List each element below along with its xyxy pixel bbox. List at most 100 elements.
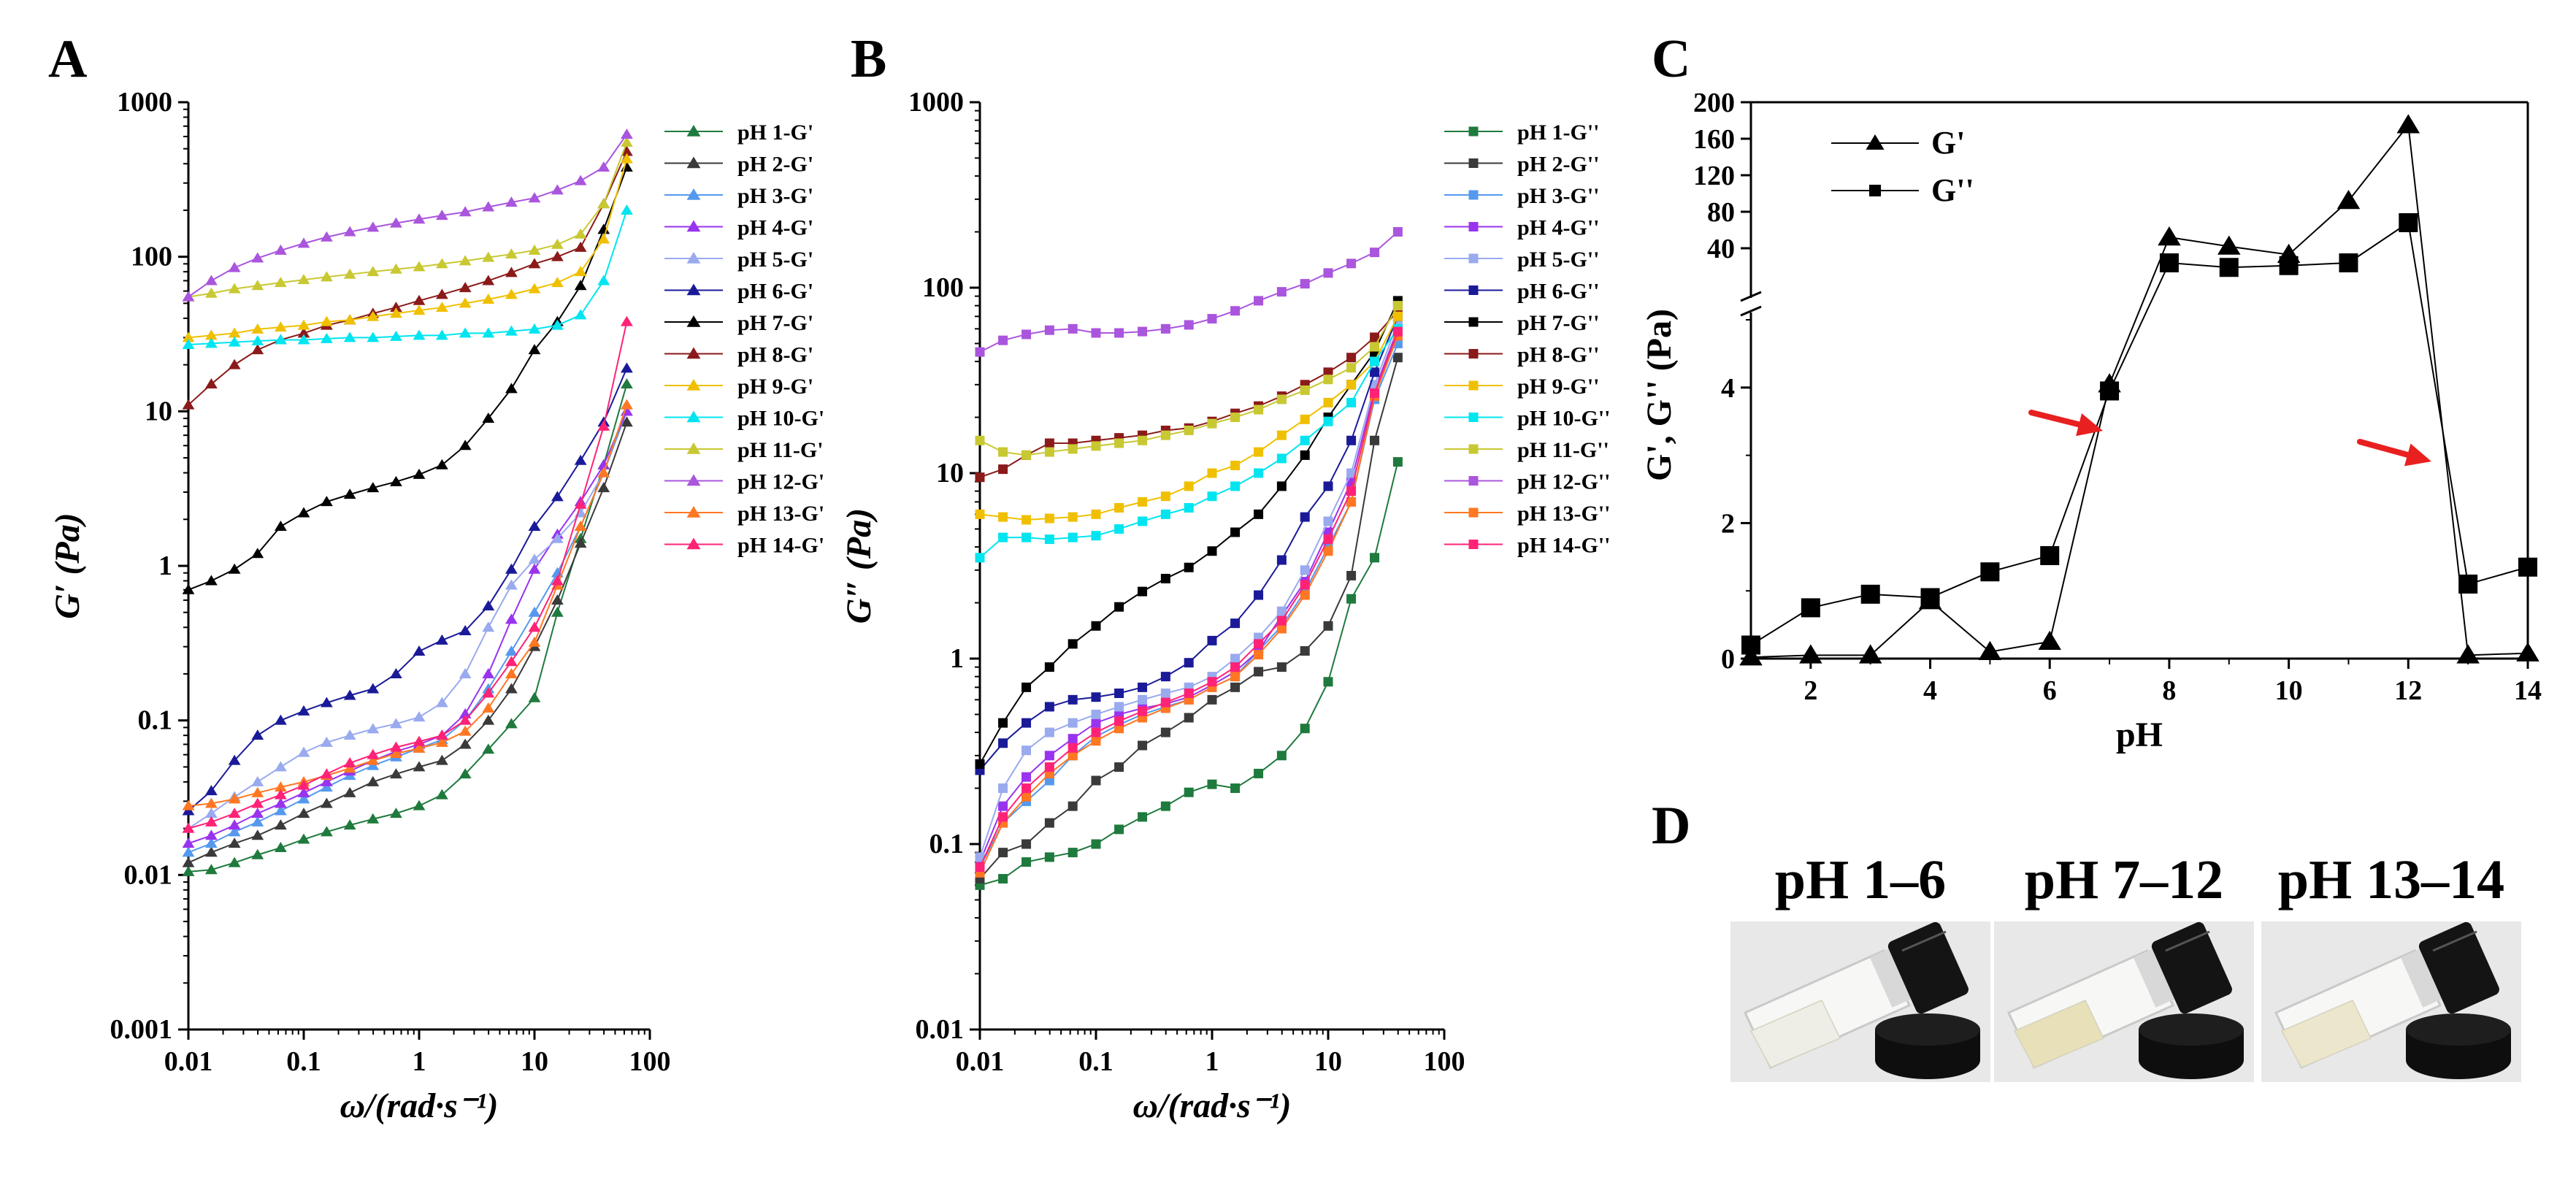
chart-a-series-line [188, 134, 628, 298]
chart-a-legend-marker [686, 315, 701, 327]
chart-b-data-point [1300, 450, 1310, 460]
chart-c-data-point [2100, 381, 2120, 401]
chart-b-data-point [998, 335, 1008, 345]
chart-b-data-point [1138, 497, 1148, 507]
chart-a-data-point [251, 797, 264, 808]
chart-b-data-point [1160, 727, 1170, 737]
chart-a-data-point [343, 488, 356, 499]
chart-b-data-point [1276, 606, 1287, 616]
vial-title: pH 1–6 [1775, 849, 1946, 910]
chart-b-data-point [975, 852, 985, 862]
chart-b-data-point [1160, 573, 1170, 583]
chart-b-data-point [1138, 706, 1148, 716]
chart-b-data-point [1044, 852, 1054, 862]
chart-a-data-point [459, 297, 472, 308]
chart-b-x-tick-label: 10 [1314, 1046, 1342, 1077]
chart-a-series-line [188, 367, 628, 812]
chart-b-data-point [1392, 457, 1403, 467]
chart-a-legend-label: pH 11-G' [737, 438, 824, 462]
chart-a-data-point [482, 201, 495, 212]
chart-a-data-point [505, 579, 518, 590]
vial-cap [1887, 921, 1969, 1014]
chart-c-data-point [2279, 256, 2299, 275]
chart-c-data-point [2217, 235, 2241, 255]
vial-cap-ridge [2432, 930, 2477, 952]
chart-b-data-point [1254, 447, 1264, 457]
chart-b-data-point [1067, 532, 1078, 543]
chart-a-data-point [505, 248, 518, 259]
chart-a-data-point [621, 136, 633, 147]
chart-b-data-point [1138, 586, 1148, 597]
chart-a-data-point [275, 520, 287, 531]
chart-b-data-point [1370, 388, 1380, 398]
chart-b-data-point [1114, 328, 1124, 338]
chart-b-data-point [1370, 435, 1380, 445]
panel-label-c: C [1652, 29, 1690, 89]
chart-a-data-point [528, 323, 541, 334]
chart-c-legend-marker [1869, 185, 1881, 196]
chart-a-data-point [297, 507, 310, 518]
chart-a-data-point [228, 359, 241, 369]
chart-b-data-point [1370, 332, 1380, 342]
chart-b-data-point [1184, 713, 1194, 723]
chart-b-legend-label: pH 1-G'' [1517, 120, 1600, 145]
chart-a-data-point [551, 238, 564, 249]
chart-c-x-axis-title: pH [2116, 716, 2163, 754]
chart-c-x-tick-label: 10 [2275, 675, 2303, 706]
chart-b-data-point [1114, 689, 1124, 699]
chart-b-data-point [975, 509, 985, 519]
chart-b-legend-label: pH 11-G'' [1517, 438, 1609, 462]
chart-b-data-point [1392, 353, 1403, 363]
chart-a-data-point [275, 714, 287, 725]
chart-a-data-point [204, 275, 218, 285]
chart-b-data-point [1370, 356, 1380, 367]
chart-b-data-point [1346, 258, 1357, 269]
chart-c-y-tick-label: 80 [1707, 197, 1735, 228]
chart-a-data-point [251, 344, 264, 355]
chart-b-data-point [1021, 857, 1032, 867]
chart-b-data-point [1138, 694, 1148, 705]
chart-c-x-tick-label: 14 [2514, 675, 2542, 706]
chart-a-data-point [320, 768, 333, 779]
chart-a-data-point [505, 563, 518, 574]
chart-b-data-point [1346, 570, 1357, 580]
chart-a-data-point [528, 258, 541, 269]
chart-a-data-point [320, 496, 333, 507]
chart-a-data-point [367, 683, 380, 694]
chart-b-data-point [1160, 697, 1170, 708]
chart-a-data-point [275, 334, 287, 345]
chart-c-x-tick-label: 6 [2043, 675, 2057, 706]
chart-b-data-point [1160, 430, 1170, 440]
chart-b-legend-label: pH 2-G'' [1517, 153, 1600, 177]
chart-b-legend-label: pH 3-G'' [1517, 184, 1600, 208]
chart-a-data-point [621, 128, 633, 139]
chart-b-data-point [1044, 762, 1054, 772]
chart-b-data-point [1207, 546, 1217, 556]
chart-b-data-point [1323, 677, 1333, 687]
chart-a-legend-marker [686, 283, 701, 296]
chart-b-data-point [1323, 546, 1333, 556]
chart-b-data-point [1300, 435, 1310, 445]
loose-cap-top [2406, 1013, 2511, 1046]
panel-d-vials: pH 1–6 pH 7–12 pH 13–14 [1730, 849, 2521, 1082]
chart-a-x-tick-label: 0.1 [286, 1046, 321, 1077]
chart-b-data-point [1067, 444, 1078, 454]
chart-b-data-point [1392, 301, 1403, 311]
chart-a-data-point [574, 498, 587, 509]
chart-b-data-point [1021, 682, 1032, 692]
chart-c-legend-marker [1866, 134, 1885, 150]
chart-a-data-point [251, 729, 264, 740]
chart-b-data-point [1184, 658, 1194, 668]
chart-a-data-point [390, 263, 402, 274]
chart-a-data-point [574, 241, 587, 252]
chart-b-data-point [1276, 430, 1287, 440]
chart-a-data-point [435, 697, 448, 708]
chart-b-data-point [1207, 491, 1217, 502]
chart-a-data-point [597, 467, 610, 478]
vial-neck [2400, 948, 2443, 1008]
chart-a-data-point [574, 280, 587, 291]
chart-a-legend-marker [686, 252, 701, 264]
chart-b-data-point [1091, 736, 1101, 746]
chart-b-data-point [1370, 342, 1380, 352]
chart-b-data-point [1323, 534, 1333, 545]
